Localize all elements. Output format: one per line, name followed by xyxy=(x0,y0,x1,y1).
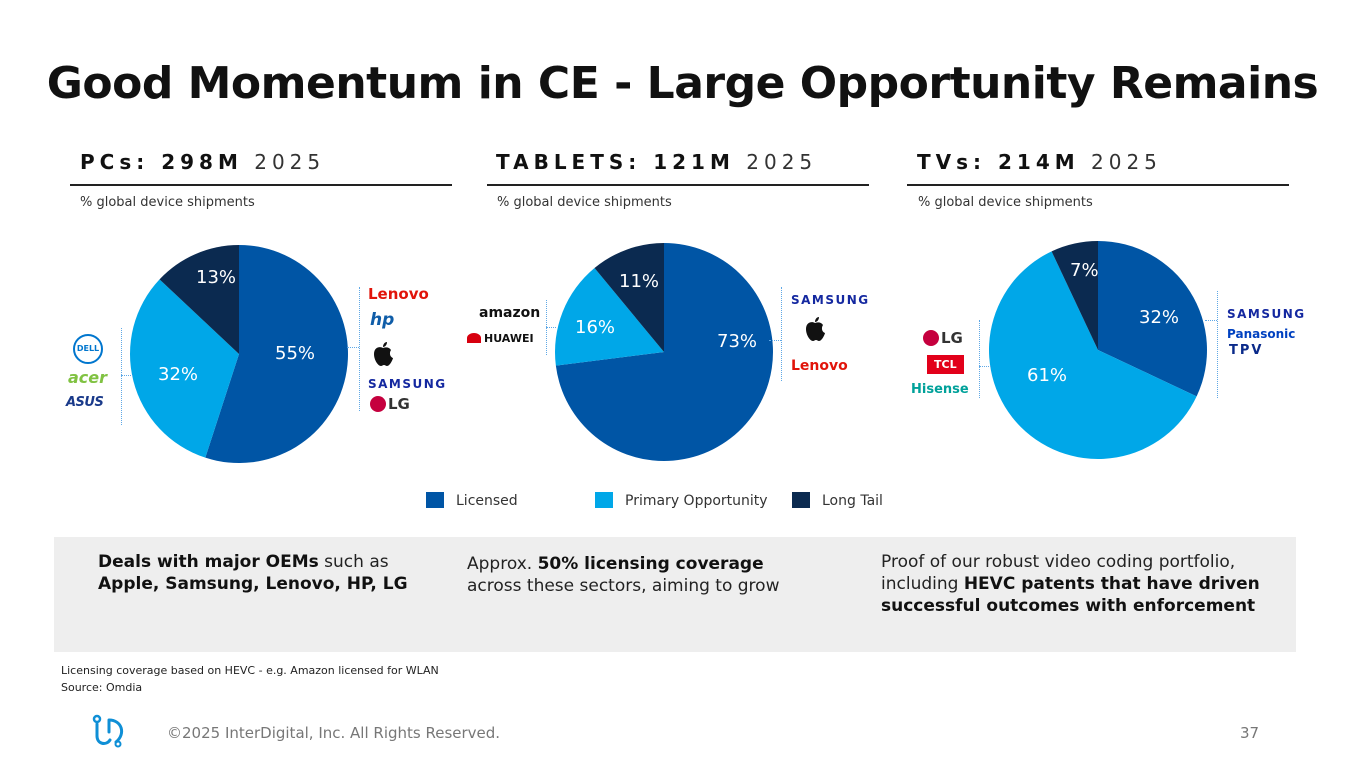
samsung-logo: SAMSUNG xyxy=(791,293,870,307)
samsung-logo: SAMSUNG xyxy=(368,377,447,391)
summary-coverage-pre: Approx. xyxy=(467,554,538,574)
tvs-divider xyxy=(907,184,1289,186)
lg-logo: LG xyxy=(923,329,963,347)
tablets-licensed-bracket-tick xyxy=(769,340,781,341)
legend-label-licensed: Licensed xyxy=(456,493,518,509)
amazon-logo: amazon xyxy=(479,305,541,321)
page-number: 37 xyxy=(1240,724,1260,742)
legend-swatch-licensed xyxy=(426,492,444,508)
pcs-primary-bracket xyxy=(121,328,122,425)
pcs-licensed-bracket xyxy=(359,287,360,411)
pcs-pie-slice-primary xyxy=(129,279,239,458)
pcs-licensed-label: 55% xyxy=(275,343,316,364)
tvs-pie-slice-longtail xyxy=(1051,241,1098,350)
pcs-heading: PCs: 298M 2025 xyxy=(80,150,325,174)
lg-ring-icon xyxy=(370,396,386,412)
hisense-logo: Hisense xyxy=(911,382,969,397)
huawei-logo-text: HUAWEI xyxy=(484,332,534,345)
pcs-pie-slice-licensed xyxy=(205,245,349,463)
tablets-licensed-bracket xyxy=(781,287,782,381)
footnote-source: Source: Omdia xyxy=(61,681,143,694)
pcs-heading-value: PCs: 298M xyxy=(80,150,243,174)
tablets-primary-bracket-tick xyxy=(546,327,556,328)
tvs-heading-year: 2025 xyxy=(1091,150,1162,174)
summary-deals-rest: such as xyxy=(318,552,389,572)
legend-licensed: Licensed xyxy=(426,492,518,509)
apple-icon xyxy=(372,341,394,371)
pcs-licensed-bracket-tick xyxy=(347,347,359,348)
pcs-heading-year: 2025 xyxy=(254,150,326,174)
pcs-primary-label: 32% xyxy=(158,364,199,385)
tvs-primary-bracket xyxy=(979,320,980,398)
summary-coverage-rest: across these sectors, aiming to grow xyxy=(467,576,780,596)
lg-logo-text: LG xyxy=(388,395,410,413)
tvs-subtitle: % global device shipments xyxy=(918,195,1093,210)
tvs-pie-chart xyxy=(989,241,1207,459)
lg-logo-text: LG xyxy=(941,329,963,347)
legend-longtail: Long Tail xyxy=(792,492,883,509)
footnote-coverage: Licensing coverage based on HEVC - e.g. … xyxy=(61,664,439,677)
tablets-pie-slice-longtail xyxy=(594,243,664,352)
slide-title: Good Momentum in CE - Large Opportunity … xyxy=(46,58,1319,109)
tcl-logo: TCL xyxy=(927,355,964,374)
summary-band xyxy=(54,537,1296,652)
pcs-longtail-label: 13% xyxy=(196,267,237,288)
tvs-licensed-label: 32% xyxy=(1139,307,1180,328)
copyright-text: ©2025 InterDigital, Inc. All Rights Rese… xyxy=(167,724,501,742)
tvs-heading: TVs: 214M 2025 xyxy=(917,150,1162,174)
tvs-licensed-bracket-tick xyxy=(1205,320,1217,321)
tvs-licensed-bracket xyxy=(1217,291,1218,398)
tvs-primary-bracket-tick xyxy=(979,366,991,367)
tvs-longtail-label: 7% xyxy=(1070,260,1099,281)
lg-logo: LG xyxy=(370,395,410,413)
tvs-pie-slice-licensed xyxy=(1098,241,1207,397)
legend-label-primary: Primary Opportunity xyxy=(625,493,768,509)
tablets-divider xyxy=(487,184,869,186)
tablets-longtail-label: 11% xyxy=(619,271,660,292)
acer-logo: acer xyxy=(68,368,108,387)
pcs-pie-chart xyxy=(129,245,349,463)
samsung-logo: SAMSUNG xyxy=(1227,307,1306,321)
legend-swatch-longtail xyxy=(792,492,810,508)
apple-icon xyxy=(804,316,826,346)
tablets-pie-slice-primary xyxy=(555,268,664,366)
tvs-primary-label: 61% xyxy=(1027,365,1068,386)
summary-deals: Deals with major OEMs such as Apple, Sams… xyxy=(98,551,438,595)
interdigital-logo-icon xyxy=(92,714,132,754)
summary-proof-bold: HEVC patents that have driven successful… xyxy=(881,574,1260,616)
huawei-petal-icon xyxy=(467,333,481,343)
tvs-pie-slice-primary xyxy=(989,251,1197,459)
legend-label-longtail: Long Tail xyxy=(822,493,883,509)
tablets-pie-chart xyxy=(555,243,773,461)
legend-swatch-primary xyxy=(595,492,613,508)
tablets-heading: TABLETS: 121M 2025 xyxy=(496,150,817,174)
pcs-subtitle: % global device shipments xyxy=(80,195,255,210)
lg-ring-icon xyxy=(923,330,939,346)
tvs-heading-value: TVs: 214M xyxy=(917,150,1080,174)
summary-coverage-bold: 50% licensing coverage xyxy=(537,554,764,574)
lenovo-logo: Lenovo xyxy=(368,285,429,303)
tablets-subtitle: % global device shipments xyxy=(497,195,672,210)
hp-logo: hp xyxy=(370,310,395,330)
asus-logo: ASUS xyxy=(66,395,104,410)
tablets-pie-slice-licensed xyxy=(555,243,773,461)
lenovo-logo: Lenovo xyxy=(791,358,848,374)
tablets-licensed-label: 73% xyxy=(717,331,758,352)
tablets-heading-value: TABLETS: 121M xyxy=(496,150,735,174)
summary-proof: Proof of our robust video coding portfol… xyxy=(881,551,1281,617)
summary-deals-bold: Deals with major OEMs xyxy=(98,552,319,572)
summary-deals-oems: Apple, Samsung, Lenovo, HP, LG xyxy=(98,574,408,594)
legend-primary: Primary Opportunity xyxy=(595,492,768,509)
pcs-pie-slice-longtail xyxy=(159,245,239,354)
summary-proof-pre: Proof of our robust video coding portfol… xyxy=(881,552,1236,594)
tpv-logo: TPV xyxy=(1229,343,1264,358)
dell-logo: DELL xyxy=(73,334,103,364)
panasonic-logo: Panasonic xyxy=(1227,327,1296,341)
tablets-heading-year: 2025 xyxy=(746,150,818,174)
pcs-primary-bracket-tick xyxy=(121,375,133,376)
tablets-primary-label: 16% xyxy=(575,317,616,338)
summary-coverage: Approx. 50% licensing coverage across the… xyxy=(467,553,827,597)
pcs-divider xyxy=(70,184,452,186)
huawei-logo: HUAWEI xyxy=(467,332,534,345)
